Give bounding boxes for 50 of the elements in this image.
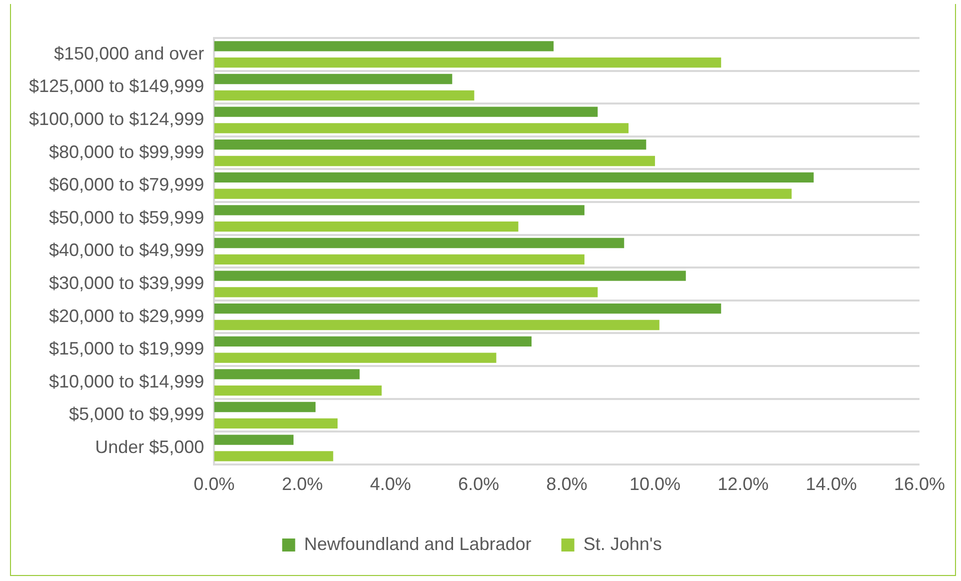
bar [214,434,294,445]
bar [214,287,598,298]
y-tick-label: $125,000 to $149,999 [28,76,204,96]
bar [214,90,474,100]
x-tick-label: 6.0% [458,474,500,494]
bar [214,386,382,396]
y-tick-label: $5,000 to $9,999 [69,404,204,424]
y-tick-label: $60,000 to $79,999 [49,174,204,195]
bar [214,106,598,117]
bar [214,188,792,199]
bar [214,74,452,84]
bar [214,205,584,216]
x-tick-label: 10.0% [629,474,681,494]
bar [214,156,655,166]
y-tick-label: $20,000 to $29,999 [49,306,204,326]
bar [214,270,686,281]
y-tick-label: Under $5,000 [95,436,204,457]
y-tick-label: $80,000 to $99,999 [49,142,204,162]
x-tick-label: 2.0% [282,474,323,494]
y-tick-label: $100,000 to $124,999 [28,108,204,129]
x-tick-label: 16.0% [894,474,946,494]
legend-label: Newfoundland and Labrador [304,534,532,554]
bar [214,222,518,232]
bar [214,140,646,150]
y-tick-label: $30,000 to $39,999 [49,272,204,293]
y-tick-label: $10,000 to $14,999 [49,371,204,392]
y-tick-label: $50,000 to $59,999 [49,207,204,228]
x-tick-label: 4.0% [370,474,412,494]
bar [214,123,629,134]
bar [214,254,584,264]
legend-label: St. John's [583,534,662,554]
y-tick-label: $40,000 to $49,999 [49,240,204,260]
bar [214,238,624,248]
bar [214,41,554,52]
bar [214,336,532,346]
y-tick-label: $15,000 to $19,999 [49,338,204,359]
x-tick-label: 0.0% [194,474,235,494]
bar [214,451,334,462]
bar [214,418,338,428]
bar [214,352,496,363]
y-tick-label: $150,000 and over [54,43,204,64]
x-tick-label: 14.0% [806,474,857,494]
bar [214,304,722,314]
bar [214,369,360,380]
bar [214,58,722,68]
bar [214,402,316,412]
bar [214,320,660,330]
x-tick-label: 8.0% [546,474,588,494]
bar [214,172,814,182]
x-tick-label: 12.0% [718,474,769,494]
